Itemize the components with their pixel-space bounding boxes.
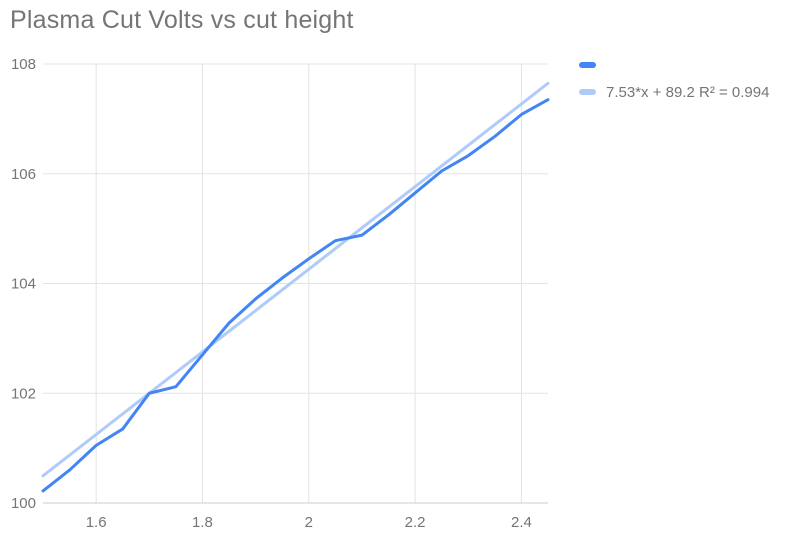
x-tick-label: 2.2 <box>405 514 426 531</box>
y-tick-label: 104 <box>11 276 36 293</box>
x-tick-label: 2 <box>305 514 313 531</box>
chart-title: Plasma Cut Volts vs cut height <box>10 6 354 34</box>
legend-item-trendline: 7.53*x + 89.2 R² = 0.994 <box>579 83 770 101</box>
series-line-swatch-icon <box>579 62 596 68</box>
y-tick-label: 106 <box>11 166 36 183</box>
x-tick-label: 2.4 <box>511 514 532 531</box>
legend-item-series <box>579 58 769 72</box>
y-tick-label: 108 <box>11 56 36 73</box>
chart-legend: 7.53*x + 89.2 R² = 0.994 <box>579 58 769 112</box>
y-tick-label: 102 <box>11 385 36 402</box>
y-tick-label: 100 <box>11 495 36 512</box>
trendline-swatch-icon <box>579 89 596 95</box>
legend-item-trendline-label: 7.53*x + 89.2 R² = 0.994 <box>606 83 770 101</box>
x-tick-label: 1.8 <box>192 514 213 531</box>
x-tick-label: 1.6 <box>86 514 107 531</box>
trendline <box>41 81 550 478</box>
volts-series-line <box>41 98 550 493</box>
